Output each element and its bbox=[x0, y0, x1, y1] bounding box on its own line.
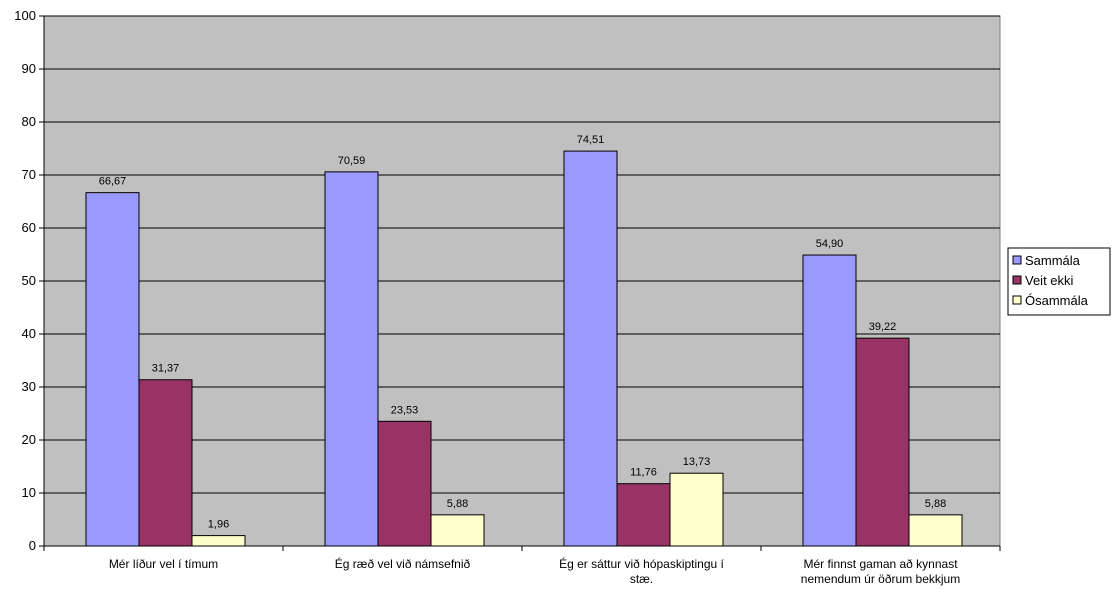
data-label: 5,88 bbox=[925, 498, 946, 510]
data-label: 23,53 bbox=[391, 404, 419, 416]
bar bbox=[669, 472, 724, 547]
x-category-label: Ég ræð vel við námsefnið bbox=[335, 556, 471, 571]
data-label: 11,76 bbox=[630, 467, 657, 479]
bar bbox=[191, 535, 246, 547]
y-tick-label: 10 bbox=[22, 485, 36, 500]
legend-label: Ósammála bbox=[1025, 293, 1089, 308]
y-tick-label: 70 bbox=[22, 167, 36, 182]
y-tick-label: 100 bbox=[14, 8, 36, 23]
bar bbox=[802, 254, 857, 547]
legend-swatch bbox=[1012, 295, 1022, 305]
data-label: 1,96 bbox=[208, 519, 229, 531]
data-label: 66,67 bbox=[99, 176, 127, 188]
legend-swatch bbox=[1012, 255, 1022, 265]
y-tick-label: 80 bbox=[22, 114, 36, 129]
data-label: 70,59 bbox=[338, 155, 366, 167]
x-category-label: Mér líður vel í tímum bbox=[109, 557, 218, 571]
data-label: 74,51 bbox=[577, 134, 605, 146]
data-label: 31,37 bbox=[152, 363, 180, 375]
y-tick-label: 90 bbox=[22, 61, 36, 76]
x-category-label: Mér finnst gaman að kynnast bbox=[803, 557, 958, 571]
bar bbox=[908, 514, 963, 547]
data-label: 5,88 bbox=[447, 498, 468, 510]
bar bbox=[855, 337, 910, 547]
bar bbox=[138, 379, 193, 547]
y-tick-label: 30 bbox=[22, 379, 36, 394]
bar bbox=[324, 171, 379, 547]
legend-label: Veit ekki bbox=[1025, 273, 1074, 288]
legend-label: Sammála bbox=[1025, 253, 1081, 268]
bar bbox=[563, 150, 618, 547]
data-label: 13,73 bbox=[683, 456, 711, 468]
data-label: 39,22 bbox=[869, 321, 897, 333]
y-tick-label: 50 bbox=[22, 273, 36, 288]
bar bbox=[377, 420, 432, 547]
y-tick-label: 40 bbox=[22, 326, 36, 341]
x-category-label: stæ. bbox=[630, 572, 653, 586]
bar bbox=[85, 192, 140, 547]
legend-swatch bbox=[1012, 275, 1022, 285]
y-tick-label: 20 bbox=[22, 432, 36, 447]
bar bbox=[430, 514, 485, 547]
x-category-label: nemendum úr öðrum bekkjum bbox=[801, 572, 960, 586]
data-label: 54,90 bbox=[816, 238, 844, 250]
legend-box bbox=[1007, 247, 1111, 316]
bar bbox=[616, 483, 671, 547]
y-tick-label: 60 bbox=[22, 220, 36, 235]
y-tick-label: 0 bbox=[29, 538, 36, 553]
x-category-label: Ég er sáttur við hópaskiptingu í bbox=[559, 556, 724, 571]
